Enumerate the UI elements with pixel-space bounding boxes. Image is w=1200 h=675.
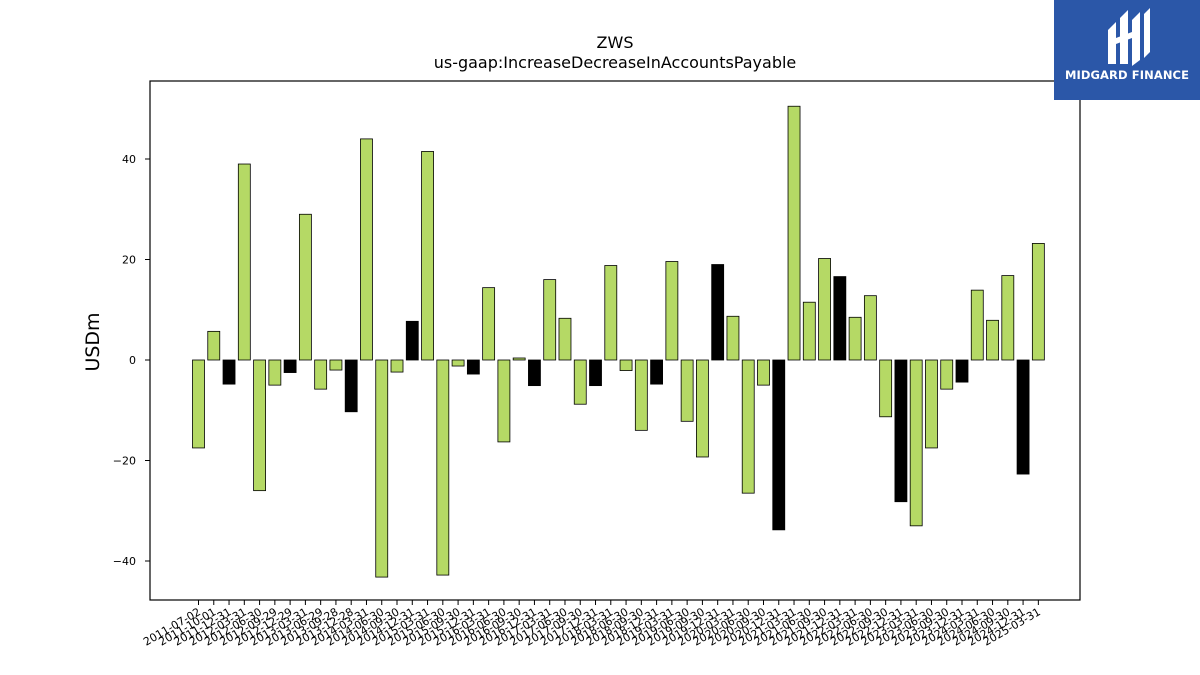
bar-2022-09-30	[879, 359, 893, 418]
y-tick-label: 0	[129, 354, 136, 367]
bar-2016-03-31	[482, 287, 496, 361]
bar-2016-09-30	[512, 357, 526, 361]
bar-2016-06-30	[497, 359, 511, 443]
y-tick-label: −40	[113, 555, 136, 568]
bar-2014-09-30	[390, 359, 404, 373]
bar-2017-12-31	[589, 359, 602, 387]
bar-2015-09-30	[451, 359, 465, 367]
bar-2017-09-30	[573, 359, 587, 405]
bar-2022-12-31	[894, 359, 908, 503]
bar-2013-12-28	[344, 359, 358, 413]
bar-2013-09-28	[329, 359, 343, 371]
chart-title: ZWS	[597, 33, 634, 52]
bar-2024-06-30	[986, 319, 999, 361]
bar-2019-03-31	[665, 261, 679, 361]
bar-2018-06-30	[619, 359, 633, 371]
bar-2023-12-31	[955, 359, 969, 383]
bar-2025-03-31	[1031, 243, 1045, 361]
x-axis-ticks: 2011-07-022011-10-012011-12-312012-03-31…	[141, 600, 1043, 649]
bar-2023-03-31	[909, 359, 923, 527]
bar-2011-07-02	[192, 359, 205, 449]
bar-2012-09-29	[268, 359, 282, 386]
bar-2020-06-30	[741, 359, 755, 494]
bar-2021-03-31	[787, 105, 801, 361]
bar-2011-10-01	[207, 330, 221, 361]
y-tick-label: 40	[122, 153, 136, 166]
bar-2019-12-31	[711, 264, 725, 361]
bar-2015-06-30	[436, 359, 450, 576]
bar-2023-06-30	[925, 359, 938, 449]
bar-2015-03-31	[421, 151, 434, 361]
plot-frame	[149, 80, 1081, 601]
bar-2015-12-31	[466, 359, 480, 375]
midgard-logo-icon	[1108, 8, 1150, 66]
bar-2021-06-30	[802, 301, 816, 361]
brand-logo: MIDGARD FINANCE	[1054, 0, 1200, 100]
bar-2022-06-30	[863, 295, 877, 361]
bar-2019-06-30	[680, 359, 694, 422]
bar-2014-06-30	[375, 359, 389, 578]
bar-2012-03-31	[237, 163, 251, 361]
y-tick-label: −20	[113, 455, 136, 468]
bar-2020-09-30	[757, 359, 770, 386]
bar-2014-03-31	[360, 138, 373, 361]
y-axis-ticks: −40 −20 0 20 40	[113, 153, 150, 568]
bars-group	[192, 105, 1045, 578]
chart-subtitle: us-gaap:IncreaseDecreaseInAccountsPayabl…	[434, 53, 797, 72]
bar-2020-12-31	[772, 359, 786, 531]
bar-2011-12-31	[222, 359, 236, 385]
bar-2012-12-29	[283, 359, 297, 373]
bar-2013-03-31	[298, 213, 312, 361]
bar-2017-06-30	[558, 317, 572, 361]
bar-2016-12-31	[528, 359, 541, 387]
bar-2017-03-31	[543, 279, 557, 361]
bar-2021-12-31	[833, 276, 847, 361]
bar-2024-12-31	[1016, 359, 1030, 475]
bar-2020-03-31	[726, 315, 740, 361]
y-axis-label: USDm	[82, 312, 104, 371]
bar-2018-09-30	[634, 359, 648, 431]
bar-2013-06-29	[314, 359, 328, 390]
bar-2024-09-30	[1001, 275, 1015, 361]
bar-2022-03-31	[848, 316, 862, 361]
bar-2023-09-30	[940, 359, 954, 390]
bar-2018-03-31	[604, 265, 618, 361]
bar-2018-12-31	[650, 359, 663, 385]
bar-2019-09-30	[696, 359, 709, 458]
bar-2012-06-30	[253, 359, 266, 492]
y-tick-label: 20	[122, 254, 136, 267]
bar-2014-12-31	[405, 320, 419, 361]
bar-2021-09-30	[818, 258, 831, 361]
bar-2024-03-31	[970, 289, 984, 361]
logo-text: MIDGARD FINANCE	[1064, 68, 1190, 82]
